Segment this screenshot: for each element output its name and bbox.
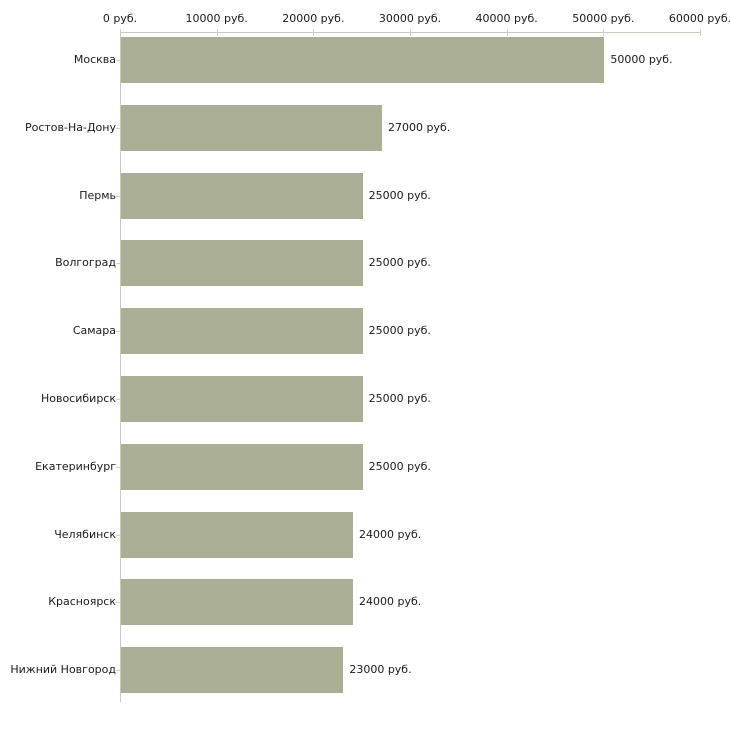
x-axis-tick-label: 30000 руб. bbox=[378, 12, 442, 25]
category-label: Ростов-На-Дону bbox=[24, 120, 116, 134]
bar-value-label: 27000 руб. bbox=[388, 120, 451, 134]
bar-value-label: 25000 руб. bbox=[368, 188, 431, 202]
bar-2 bbox=[121, 104, 382, 151]
y-axis-tick-mark bbox=[116, 466, 120, 468]
y-axis-tick-mark bbox=[116, 670, 120, 672]
bar-5 bbox=[121, 308, 363, 355]
bar-value-label: 25000 руб. bbox=[368, 459, 431, 473]
y-axis-tick-mark bbox=[116, 127, 120, 129]
x-axis-tick-label: 40000 руб. bbox=[475, 12, 538, 25]
category-label: Новосибирск bbox=[40, 392, 116, 405]
category-label: Волгоград bbox=[55, 256, 116, 270]
bar-3 bbox=[121, 172, 363, 219]
bar-value-label: 24000 руб. bbox=[359, 595, 422, 609]
category-label: Екатеринбург bbox=[35, 459, 116, 473]
y-axis-tick-mark bbox=[116, 263, 120, 265]
bar-4 bbox=[121, 240, 363, 287]
y-axis-tick-mark bbox=[116, 331, 120, 333]
bar-8 bbox=[121, 511, 353, 558]
x-axis-tick-label: 60000 руб. bbox=[668, 12, 730, 25]
x-axis-tick-mark bbox=[313, 29, 315, 36]
bar-value-label: 25000 руб. bbox=[368, 392, 431, 405]
bar-value-label: 25000 руб. bbox=[368, 324, 431, 338]
bar-value-label: 50000 руб. bbox=[610, 53, 673, 66]
category-label: Челябинск bbox=[54, 527, 116, 541]
x-axis-tick-mark bbox=[506, 29, 508, 36]
x-axis-tick-label: 50000 руб. bbox=[572, 12, 635, 25]
bar-value-label: 23000 руб. bbox=[349, 663, 412, 677]
bar-10 bbox=[121, 647, 344, 694]
y-axis-tick-mark bbox=[116, 399, 120, 400]
y-axis-tick-mark bbox=[116, 602, 120, 604]
y-axis-tick-mark bbox=[116, 534, 120, 536]
category-label: Пермь bbox=[79, 188, 116, 202]
x-axis-tick-label: 0 руб. bbox=[102, 12, 138, 25]
bar-value-label: 25000 руб. bbox=[368, 256, 431, 270]
bar-value-label: 24000 руб. bbox=[359, 527, 422, 541]
bar-7 bbox=[121, 443, 363, 490]
x-axis-tick-mark bbox=[410, 29, 411, 36]
category-label: Красноярск bbox=[48, 595, 116, 609]
y-axis-line bbox=[120, 32, 121, 702]
category-label: Самара bbox=[72, 324, 116, 338]
bar-6 bbox=[121, 376, 363, 422]
bar-1 bbox=[121, 37, 605, 83]
x-axis-tick-label: 20000 руб. bbox=[282, 12, 345, 25]
category-label: Москва bbox=[73, 53, 116, 66]
x-axis-tick-label: 10000 руб. bbox=[185, 12, 248, 25]
y-axis-tick-mark bbox=[116, 195, 120, 197]
x-axis-tick-mark bbox=[603, 29, 605, 36]
x-axis-tick-mark bbox=[700, 29, 701, 36]
y-axis-tick-mark bbox=[116, 60, 120, 61]
x-axis-tick-mark bbox=[216, 29, 218, 36]
bar-9 bbox=[121, 579, 353, 626]
category-label: Нижний Новгород bbox=[10, 663, 116, 677]
